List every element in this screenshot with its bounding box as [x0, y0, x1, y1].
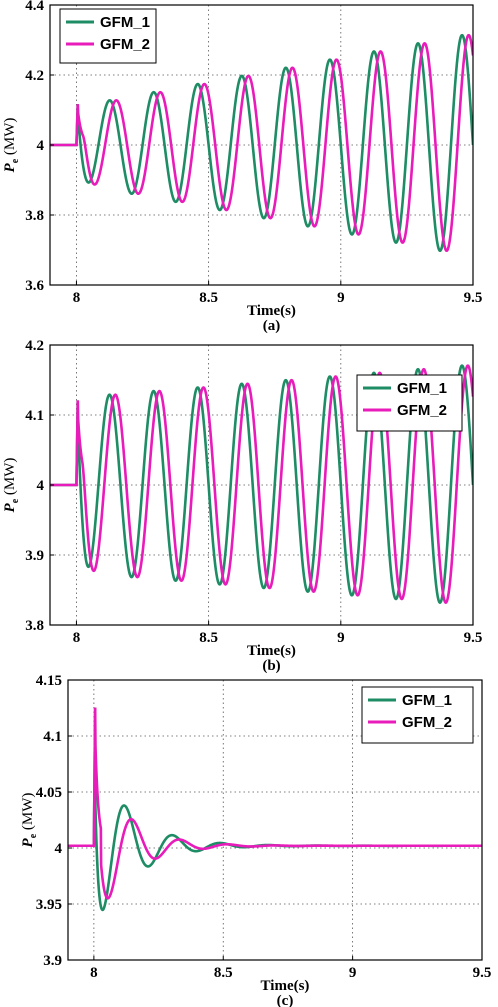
legend-box	[356, 374, 463, 432]
y-tick-label: 4	[37, 138, 45, 154]
series-line-gfm-1	[50, 33, 473, 253]
x-tick-label: 8.5	[199, 290, 218, 306]
series-line-gfm-1	[50, 364, 473, 604]
chart-panel-c: 8 8.5 9 9.5 3.9 3.95 4 4.05 4.1 4.15 Time(s)(c) Pe …	[20, 673, 491, 1007]
panel-caption: (c)	[277, 993, 294, 1007]
legend: GFM_1 GFM_2	[59, 8, 157, 64]
legend: GFM_1 GFM_2	[361, 686, 474, 744]
legend-label: GFM_2	[402, 714, 452, 731]
legend-label: GFM_1	[100, 14, 150, 31]
x-tick-label: 9.5	[473, 965, 492, 981]
x-axis-label: Time(s)	[247, 643, 296, 659]
legend-box	[59, 8, 157, 64]
x-axis-label: Time(s)	[247, 303, 296, 319]
legend-box	[361, 686, 474, 744]
x-tick-label: 9	[337, 630, 345, 646]
x-tick-label: 9.5	[464, 290, 483, 306]
y-tick-label: 4	[55, 841, 63, 857]
chart-panel-a: 8 8.5 9 9.5 3.6 3.8 4 4.2 4.4 Time(s)(a) Pe (MW) GF…	[2, 0, 482, 334]
y-tick-label: 3.6	[25, 278, 44, 294]
x-tick-label: 8	[90, 965, 98, 981]
y-tick-label: 3.95	[36, 897, 62, 913]
axes-frame	[67, 679, 483, 961]
x-tick-label: 8.5	[199, 630, 218, 646]
series-line-gfm-2	[50, 364, 473, 604]
x-tick-label: 9	[349, 965, 357, 981]
panel-caption: (b)	[262, 658, 280, 674]
series-line-gfm-2	[50, 33, 473, 253]
y-tick-label: 4.2	[25, 338, 44, 354]
y-tick-label: 4.15	[36, 673, 62, 689]
y-tick-label: 4	[37, 478, 45, 494]
y-tick-label: 3.9	[25, 548, 44, 564]
x-tick-label: 8.5	[214, 965, 233, 981]
y-tick-label: 3.9	[43, 953, 62, 969]
y-tick-label: 3.8	[25, 208, 44, 224]
x-tick-label: 8	[73, 630, 81, 646]
panel-caption: (a)	[263, 318, 281, 334]
legend-label: GFM_2	[100, 36, 150, 53]
legend-label: GFM_1	[402, 692, 452, 709]
y-tick-label: 4.1	[43, 729, 62, 745]
y-tick-label: 3.8	[25, 618, 44, 634]
y-axis-label: Pe (MW)	[2, 118, 21, 173]
x-axis-label: Time(s)	[261, 978, 310, 994]
series-line-gfm-2	[68, 707, 482, 900]
y-tick-label: 4.2	[25, 68, 44, 84]
y-axis-label: Pe (MW)	[2, 458, 21, 513]
chart-panel-b: 8 8.5 9 9.5 3.8 3.9 4 4.1 4.2 Time(s)(b) Pe (MW) GF…	[2, 338, 482, 674]
x-tick-label: 9.5	[464, 630, 483, 646]
y-axis-label: Pe (MW)	[20, 793, 39, 848]
y-tick-label: 4.1	[25, 408, 44, 424]
legend-label: GFM_1	[397, 380, 447, 397]
legend: GFM_1 GFM_2	[356, 374, 463, 432]
legend-label: GFM_2	[397, 402, 447, 419]
y-tick-label: 4.05	[36, 785, 62, 801]
x-tick-label: 9	[337, 290, 345, 306]
x-tick-label: 8	[73, 290, 81, 306]
y-tick-label: 4.4	[25, 0, 44, 14]
